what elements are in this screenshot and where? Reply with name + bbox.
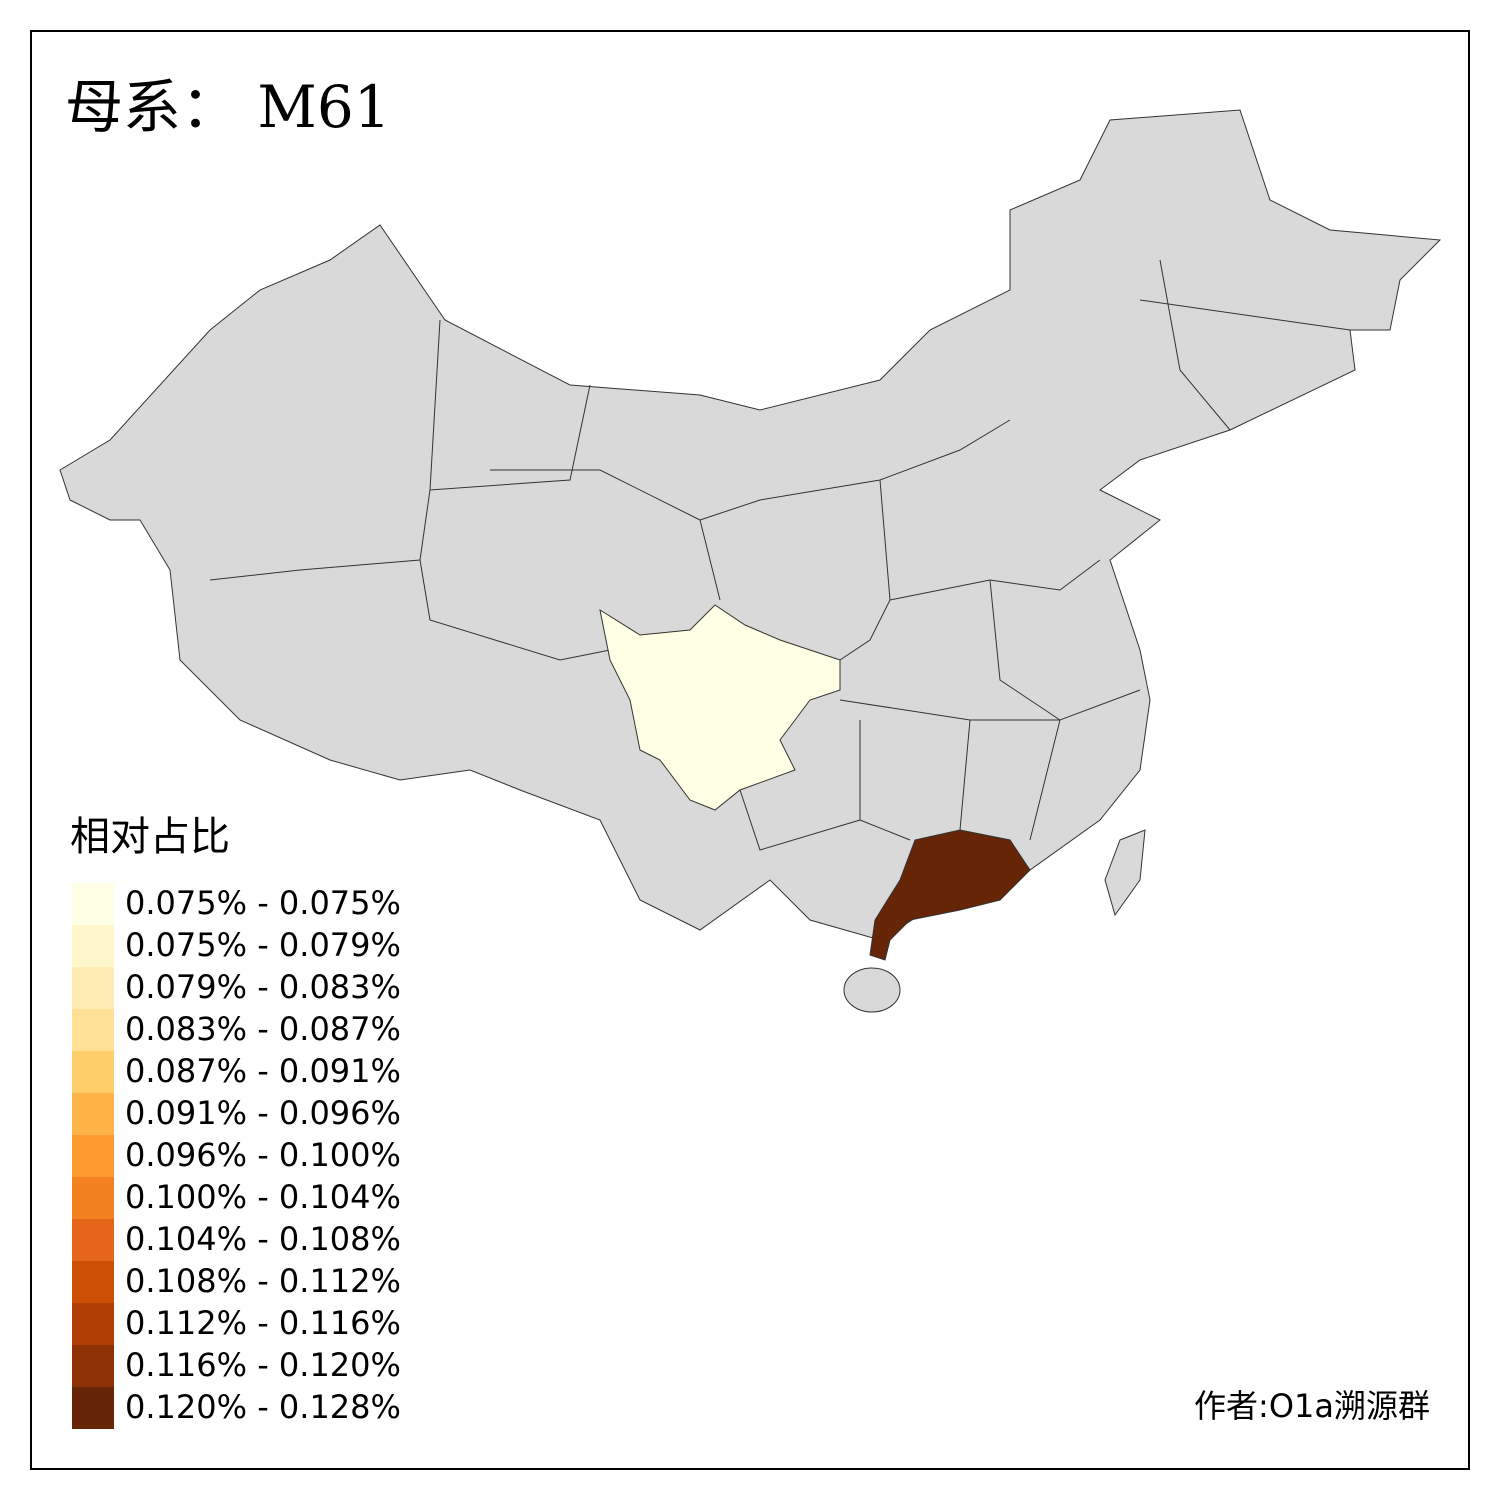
legend-swatch [72, 1177, 114, 1219]
legend-label: 0.116% - 0.120% [125, 1346, 401, 1384]
legend: 0.075% - 0.075% 0.075% - 0.079% 0.079% - 0… [72, 883, 401, 1429]
legend-label: 0.108% - 0.112% [125, 1262, 401, 1300]
legend-swatch [72, 1093, 114, 1135]
legend-swatch [72, 1219, 114, 1261]
legend-label: 0.087% - 0.091% [125, 1052, 401, 1090]
legend-swatch [72, 1051, 114, 1093]
legend-label: 0.079% - 0.083% [125, 968, 401, 1006]
china-outline [59, 109, 1442, 941]
legend-swatch [72, 1345, 114, 1387]
legend-swatch [72, 1303, 114, 1345]
hainan [843, 967, 901, 1013]
legend-swatch [72, 1261, 114, 1303]
legend-label: 0.075% - 0.075% [125, 884, 401, 922]
legend-title: 相对占比 [70, 814, 230, 860]
title: 母系： M61 [65, 73, 391, 141]
legend-label: 0.091% - 0.096% [125, 1094, 401, 1132]
legend-swatch [72, 967, 114, 1009]
legend-swatch [72, 1135, 114, 1177]
credit: 作者:O1a溯源群 [1194, 1387, 1430, 1425]
legend-label: 0.100% - 0.104% [125, 1178, 401, 1216]
province-borders [209, 259, 1351, 851]
legend-label: 0.083% - 0.087% [125, 1010, 401, 1048]
legend-label: 0.112% - 0.116% [125, 1304, 401, 1342]
legend-label: 0.075% - 0.079% [125, 926, 401, 964]
legend-swatch [72, 925, 114, 967]
taiwan [1104, 829, 1146, 917]
legend-label: 0.120% - 0.128% [125, 1388, 401, 1426]
legend-label: 0.096% - 0.100% [125, 1136, 401, 1174]
guangdong [869, 829, 1031, 961]
legend-swatch [72, 883, 114, 925]
legend-swatch [72, 1387, 114, 1429]
legend-label: 0.104% - 0.108% [125, 1220, 401, 1258]
legend-swatch [72, 1009, 114, 1051]
sichuan [599, 604, 841, 811]
